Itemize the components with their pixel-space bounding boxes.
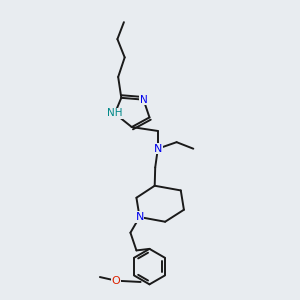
Text: N: N (135, 212, 144, 222)
Text: N: N (154, 144, 162, 154)
Text: NH: NH (107, 109, 122, 118)
Text: O: O (112, 276, 121, 286)
Text: N: N (140, 95, 147, 105)
